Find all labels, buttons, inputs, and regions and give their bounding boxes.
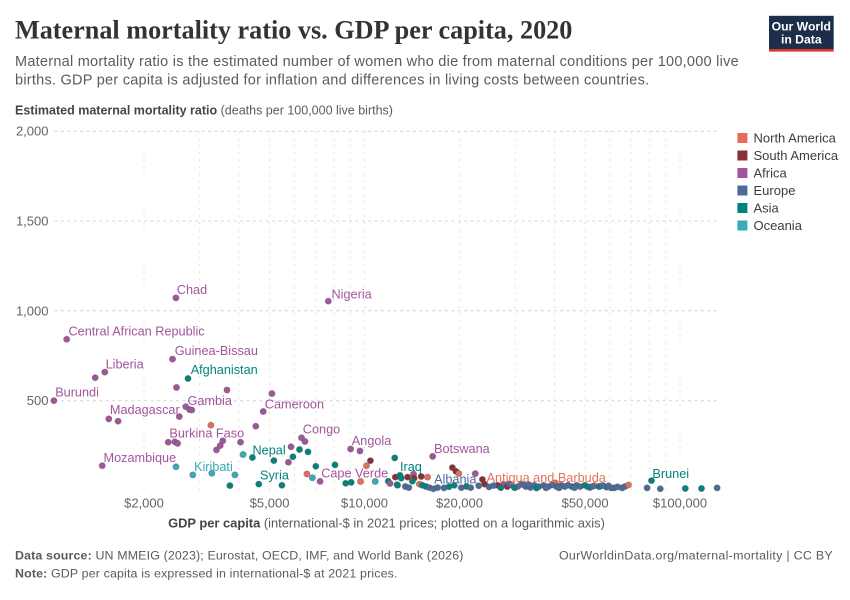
- svg-text:Congo: Congo: [303, 423, 340, 437]
- svg-text:Botswana: Botswana: [434, 442, 491, 456]
- svg-text:Madagascar: Madagascar: [110, 403, 181, 417]
- svg-text:$10,000: $10,000: [341, 496, 388, 511]
- svg-text:Antigua and Barbuda: Antigua and Barbuda: [487, 471, 607, 485]
- svg-text:Maternal mortality ratio is th: Maternal mortality ratio is the estimate…: [15, 54, 739, 70]
- svg-text:OurWorldinData.org/maternal-mo: OurWorldinData.org/maternal-mortality | …: [559, 549, 833, 563]
- svg-text:1,000: 1,000: [16, 303, 49, 318]
- svg-text:Albania: Albania: [434, 473, 477, 487]
- svg-text:Brunei: Brunei: [652, 467, 689, 481]
- svg-text:$50,000: $50,000: [562, 496, 609, 511]
- svg-text:$20,000: $20,000: [436, 496, 483, 511]
- svg-text:1,500: 1,500: [16, 214, 49, 229]
- svg-text:Cape Verde: Cape Verde: [321, 466, 388, 480]
- svg-text:Syria: Syria: [260, 469, 290, 483]
- svg-text:Nepal: Nepal: [253, 444, 286, 458]
- svg-text:$2,000: $2,000: [124, 496, 164, 511]
- svg-text:Maternal mortality ratio vs. G: Maternal mortality ratio vs. GDP per cap…: [15, 16, 572, 45]
- svg-text:Kiribati: Kiribati: [194, 460, 233, 474]
- svg-text:2,000: 2,000: [16, 124, 49, 139]
- svg-text:South America: South America: [754, 148, 839, 163]
- svg-text:Chad: Chad: [177, 283, 207, 297]
- svg-text:Note: GDP per capita is expres: Note: GDP per capita is expressed in int…: [15, 567, 398, 581]
- svg-text:Mozambique: Mozambique: [104, 451, 177, 465]
- svg-text:500: 500: [27, 393, 49, 408]
- svg-text:$100,000: $100,000: [653, 496, 707, 511]
- svg-text:Liberia: Liberia: [106, 357, 145, 371]
- svg-text:Burundi: Burundi: [55, 385, 99, 399]
- svg-text:Central African Republic: Central African Republic: [69, 325, 206, 339]
- svg-text:Data source: UN MMEIG (2023);: Data source: UN MMEIG (2023); Eurostat, …: [15, 549, 464, 563]
- svg-text:GDP per capita (international-: GDP per capita (international-$ in 2021 …: [168, 516, 605, 531]
- svg-text:$5,000: $5,000: [250, 496, 290, 511]
- svg-text:North America: North America: [754, 131, 837, 146]
- svg-text:Europe: Europe: [754, 183, 796, 198]
- svg-text:Gambia: Gambia: [188, 394, 233, 408]
- svg-text:Iraq: Iraq: [400, 460, 422, 474]
- svg-text:in Data: in Data: [781, 33, 822, 47]
- svg-text:Angola: Angola: [352, 434, 392, 448]
- svg-text:Guinea-Bissau: Guinea-Bissau: [175, 344, 258, 358]
- svg-text:Asia: Asia: [754, 201, 780, 216]
- svg-text:Burkina Faso: Burkina Faso: [169, 426, 244, 440]
- svg-text:Africa: Africa: [754, 166, 788, 181]
- svg-text:Cameroon: Cameroon: [265, 397, 324, 411]
- svg-text:Estimated maternal mortality r: Estimated maternal mortality ratio (deat…: [15, 104, 393, 118]
- svg-text:Afghanistan: Afghanistan: [191, 363, 258, 377]
- svg-text:Oceania: Oceania: [754, 218, 803, 233]
- svg-text:births. GDP per capita is adju: births. GDP per capita is adjusted for i…: [15, 72, 649, 88]
- svg-text:Nigeria: Nigeria: [332, 288, 373, 302]
- svg-text:Our World: Our World: [772, 20, 831, 34]
